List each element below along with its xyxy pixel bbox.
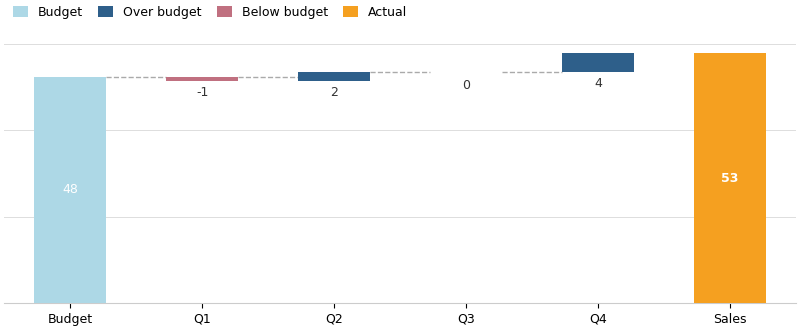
Bar bbox=[562, 53, 634, 72]
Text: 4: 4 bbox=[594, 77, 602, 90]
Bar bbox=[166, 77, 238, 82]
Legend: Budget, Over budget, Below budget, Actual: Budget, Over budget, Below budget, Actua… bbox=[10, 3, 410, 21]
Bar bbox=[298, 72, 370, 82]
Text: -1: -1 bbox=[196, 86, 208, 99]
Text: 2: 2 bbox=[330, 86, 338, 99]
Bar bbox=[34, 77, 106, 303]
Text: 48: 48 bbox=[62, 183, 78, 196]
Text: 53: 53 bbox=[721, 172, 738, 184]
Text: 0: 0 bbox=[462, 79, 470, 92]
Bar bbox=[694, 53, 766, 303]
